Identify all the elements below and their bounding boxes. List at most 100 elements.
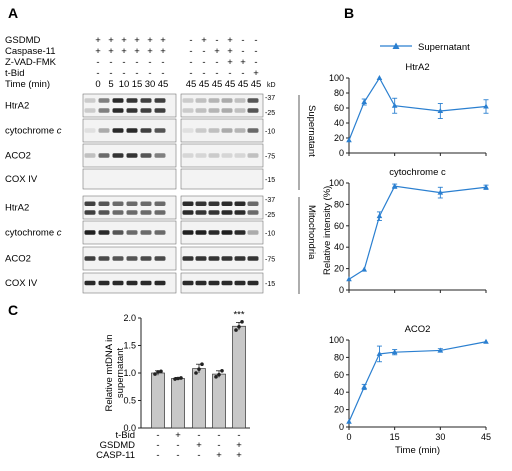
blot-band <box>126 230 138 235</box>
y-tick-label: 60 <box>334 370 344 380</box>
treatment-sign: - <box>176 450 179 461</box>
blot-band <box>234 210 246 215</box>
blot-band <box>140 108 152 113</box>
condition-sign: + <box>201 35 207 46</box>
blot-band <box>234 108 246 113</box>
condition-sign: - <box>189 35 192 46</box>
panel-b: B Supernatant 0 20 40 60 80 100 HtrA2 0 20 40 60 80… <box>322 5 491 456</box>
y-tick-label: 60 <box>334 103 344 113</box>
time-value: 45 <box>251 79 262 90</box>
data-point <box>376 350 383 356</box>
time-value: 45 <box>186 79 197 90</box>
y-tick-label: 1.0 <box>123 368 136 378</box>
blot-band <box>182 280 194 286</box>
treatment-label: CASP-11 <box>96 450 135 461</box>
blot-band <box>154 210 166 215</box>
blot-band <box>112 153 124 158</box>
blot-band <box>247 201 259 206</box>
panel-c-letter: C <box>8 302 18 318</box>
blot-band <box>126 210 138 215</box>
blot-band <box>154 108 166 113</box>
blot-band <box>84 98 96 103</box>
blot-band <box>126 128 138 133</box>
treatment-sign: + <box>175 430 181 441</box>
y-tick-label: 100 <box>329 178 344 188</box>
data-point <box>361 266 368 272</box>
chart-title: ACO2 <box>405 324 431 335</box>
panel-a-letter: A <box>8 5 18 21</box>
x-tick-label: 30 <box>435 432 445 442</box>
condition-sign: - <box>254 35 257 46</box>
blot-band <box>84 153 96 158</box>
blot-panel <box>180 195 264 220</box>
treatment-sign: - <box>156 430 159 441</box>
condition-sign: - <box>215 35 218 46</box>
condition-sign: + <box>134 46 140 57</box>
data-point <box>437 108 444 113</box>
time-value: 45 <box>212 79 223 90</box>
condition-sign: + <box>147 46 153 57</box>
condition-sign: - <box>135 57 138 68</box>
blot-band <box>221 280 233 286</box>
blot-band <box>208 98 220 103</box>
blot-band <box>140 256 152 261</box>
treatment-sign: + <box>196 440 202 451</box>
condition-sign: + <box>108 35 114 46</box>
blot-panel <box>82 195 177 220</box>
y-tick-label: 20 <box>334 133 344 143</box>
condition-sign: - <box>215 68 218 79</box>
kd-marker: -25 <box>265 110 275 117</box>
blot-band <box>154 98 166 103</box>
blot-band <box>234 153 246 158</box>
condition-sign: + <box>121 35 127 46</box>
kd-marker: -15 <box>265 177 275 184</box>
blot-row-label: cytochrome c <box>5 228 62 239</box>
blot-band <box>195 210 207 215</box>
line-chart: 0 20 40 60 80 100 0 15 30 45 ACO2 Time (min) <box>329 324 491 456</box>
blot-band <box>126 280 138 286</box>
condition-sign: - <box>109 68 112 79</box>
condition-sign: + <box>240 57 246 68</box>
blot-band <box>140 210 152 215</box>
chart-title: cytochrome c <box>389 167 446 178</box>
blot-band <box>84 108 96 113</box>
y-tick-label: 40 <box>334 387 344 397</box>
treatment-sign: - <box>197 450 200 461</box>
series-line <box>348 341 487 423</box>
blot-band <box>234 230 246 235</box>
blot-band <box>98 210 110 215</box>
bar <box>171 378 185 429</box>
condition-sign: + <box>227 35 233 46</box>
bar <box>192 368 206 429</box>
y-tick-label: 40 <box>334 118 344 128</box>
blot-band <box>182 128 194 133</box>
blot-row-label: COX IV <box>5 278 38 289</box>
treatment-sign: - <box>217 430 220 441</box>
blot-band <box>234 256 246 261</box>
data-point <box>391 102 398 108</box>
condition-label: GSDMD <box>5 35 41 46</box>
blot-band <box>208 201 220 206</box>
blot-band <box>182 153 194 158</box>
blot-band <box>126 256 138 261</box>
blot-band <box>154 230 166 235</box>
blot-band <box>140 280 152 286</box>
treatment-sign: + <box>216 450 222 461</box>
blot-band <box>98 108 110 113</box>
condition-sign: + <box>134 35 140 46</box>
condition-sign: - <box>109 57 112 68</box>
blot-band <box>208 153 220 158</box>
panel-b-y-axis-label: Relative intensity (%) <box>322 186 333 275</box>
data-point <box>391 183 398 189</box>
x-axis-label: Time (min) <box>395 445 440 456</box>
time-value: 15 <box>132 79 143 90</box>
line-chart: 0 20 40 60 80 100 HtrA2 <box>329 62 489 158</box>
blot-band <box>208 230 220 235</box>
panel-c: C 0.0 0.5 1.0 1.5 2.0 *** Relative mtDNA insup… <box>8 302 250 461</box>
data-point <box>156 370 160 374</box>
condition-sign: + <box>147 35 153 46</box>
blot-band <box>112 108 124 113</box>
treatment-label: t-Bid <box>115 430 135 441</box>
blot-band <box>195 201 207 206</box>
condition-sign: - <box>148 57 151 68</box>
